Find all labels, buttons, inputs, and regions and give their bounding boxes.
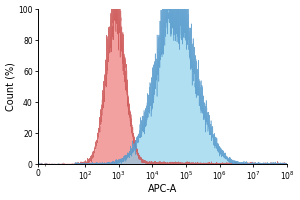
Y-axis label: Count (%): Count (%): [6, 62, 16, 111]
X-axis label: APC-A: APC-A: [148, 184, 177, 194]
